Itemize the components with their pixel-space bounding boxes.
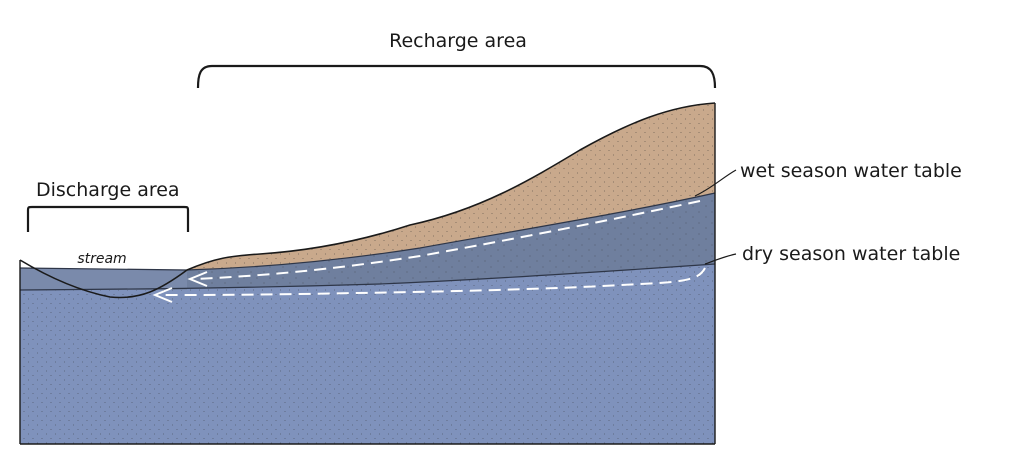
dry-season-water-table-line	[19, 263, 716, 291]
stream-label: stream	[77, 251, 126, 267]
wet-table-leader-line	[694, 169, 737, 197]
dry-season-water-table-label: dry season water table	[742, 243, 960, 265]
recharge-area-label: Recharge area	[389, 30, 527, 52]
discharge-area-label: Discharge area	[36, 179, 180, 201]
wet-season-water-table-label: wet season water table	[740, 160, 962, 182]
discharge-bracket	[26, 205, 190, 232]
dry-season-flow-arrow	[159, 267, 706, 296]
dry-season-flow-arrowhead	[152, 287, 173, 303]
recharge-bracket	[196, 64, 717, 89]
wet-season-water-table-line	[19, 192, 716, 271]
wet-season-flow-arrowhead	[187, 271, 208, 287]
ground-surface-line	[19, 102, 716, 299]
stream-water	[20, 268, 187, 290]
dry-table-leader-line	[704, 253, 737, 265]
wet-season-flow-arrow	[194, 200, 701, 280]
